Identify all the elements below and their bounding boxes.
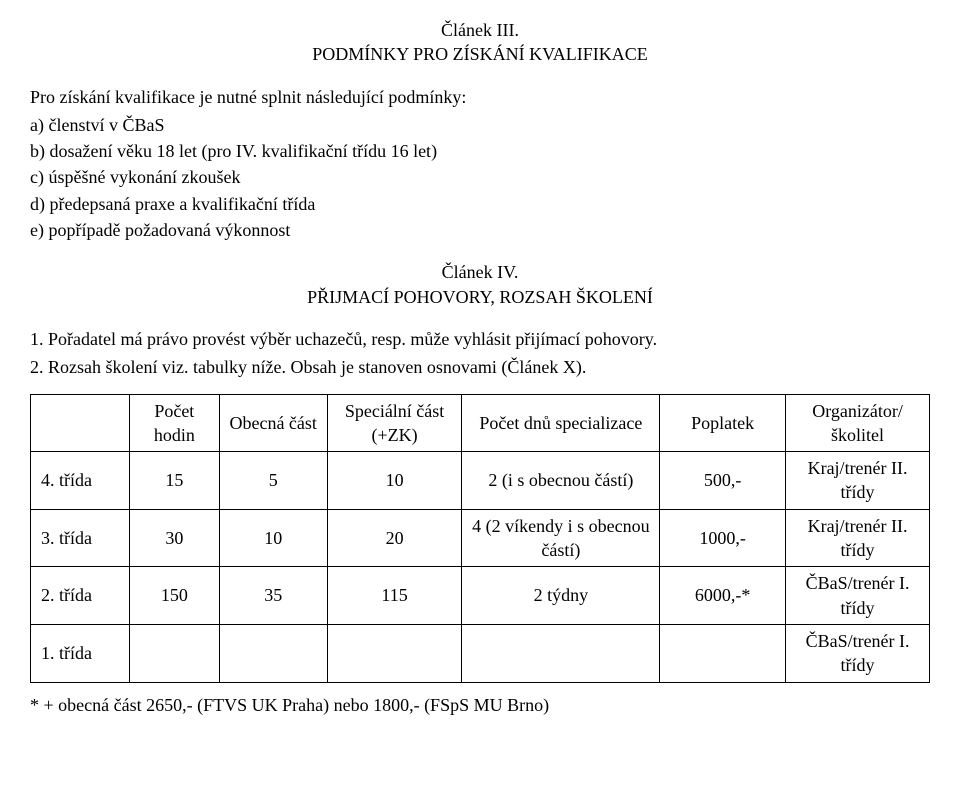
row1-poplatek: 1000,- — [660, 509, 786, 567]
table-row: 4. třída 15 5 10 2 (i s obecnou částí) 5… — [31, 452, 930, 510]
training-table: Počet hodin Obecná část Speciální část (… — [30, 394, 930, 683]
article4-heading: Článek IV. PŘIJMACÍ POHOVORY, ROZSAH ŠKO… — [30, 260, 930, 309]
article3-item-e: e) popřípadě požadovaná výkonnost — [30, 218, 930, 242]
row3-special — [327, 624, 462, 682]
article3-body: Pro získání kvalifikace je nutné splnit … — [30, 85, 930, 243]
row3-org: ČBaS/trenér I. třídy — [786, 624, 930, 682]
row2-label: 2. třída — [31, 567, 130, 625]
row0-label: 4. třída — [31, 452, 130, 510]
row2-special: 115 — [327, 567, 462, 625]
article4-title2: PŘIJMACÍ POHOVORY, ROZSAH ŠKOLENÍ — [30, 285, 930, 309]
article3-intro: Pro získání kvalifikace je nutné splnit … — [30, 85, 930, 109]
row0-poplatek: 500,- — [660, 452, 786, 510]
table-footnote: * + obecná část 2650,- (FTVS UK Praha) n… — [30, 693, 930, 717]
th-obecna: Obecná část — [219, 394, 327, 452]
row3-poplatek — [660, 624, 786, 682]
article4-p1: 1. Pořadatel má právo provést výběr ucha… — [30, 327, 930, 351]
article3-heading: Článek III. PODMÍNKY PRO ZÍSKÁNÍ KVALIFI… — [30, 18, 930, 67]
row1-label: 3. třída — [31, 509, 130, 567]
row1-special: 20 — [327, 509, 462, 567]
row2-org: ČBaS/trenér I. třídy — [786, 567, 930, 625]
th-poplatek: Poplatek — [660, 394, 786, 452]
row0-org: Kraj/trenér II. třídy — [786, 452, 930, 510]
th-org: Organizátor/ školitel — [786, 394, 930, 452]
row1-obecna: 10 — [219, 509, 327, 567]
row1-org: Kraj/trenér II. třídy — [786, 509, 930, 567]
th-blank — [31, 394, 130, 452]
article3-title1: Článek III. — [30, 18, 930, 42]
row2-hodin: 150 — [129, 567, 219, 625]
row2-obecna: 35 — [219, 567, 327, 625]
row1-hodin: 30 — [129, 509, 219, 567]
th-hodin: Počet hodin — [129, 394, 219, 452]
table-header-row: Počet hodin Obecná část Speciální část (… — [31, 394, 930, 452]
row0-obecna: 5 — [219, 452, 327, 510]
article3-item-c: c) úspěšné vykonání zkoušek — [30, 165, 930, 189]
row1-dnu: 4 (2 víkendy i s obecnou částí) — [462, 509, 660, 567]
th-special: Speciální část (+ZK) — [327, 394, 462, 452]
row3-hodin — [129, 624, 219, 682]
row2-dnu: 2 týdny — [462, 567, 660, 625]
row0-special: 10 — [327, 452, 462, 510]
row3-label: 1. třída — [31, 624, 130, 682]
row2-poplatek: 6000,-* — [660, 567, 786, 625]
table-row: 3. třída 30 10 20 4 (2 víkendy i s obecn… — [31, 509, 930, 567]
row0-hodin: 15 — [129, 452, 219, 510]
article3-item-a: a) členství v ČBaS — [30, 113, 930, 137]
article4-title1: Článek IV. — [30, 260, 930, 284]
article4-body: 1. Pořadatel má právo provést výběr ucha… — [30, 327, 930, 380]
row3-obecna — [219, 624, 327, 682]
article3-title2: PODMÍNKY PRO ZÍSKÁNÍ KVALIFIKACE — [30, 42, 930, 66]
article3-item-b: b) dosažení věku 18 let (pro IV. kvalifi… — [30, 139, 930, 163]
table-row: 1. třída ČBaS/trenér I. třídy — [31, 624, 930, 682]
row3-dnu — [462, 624, 660, 682]
table-row: 2. třída 150 35 115 2 týdny 6000,-* ČBaS… — [31, 567, 930, 625]
th-dnu: Počet dnů specializace — [462, 394, 660, 452]
article4-p2: 2. Rozsah školení viz. tabulky níže. Obs… — [30, 355, 930, 379]
row0-dnu: 2 (i s obecnou částí) — [462, 452, 660, 510]
article3-item-d: d) předepsaná praxe a kvalifikační třída — [30, 192, 930, 216]
